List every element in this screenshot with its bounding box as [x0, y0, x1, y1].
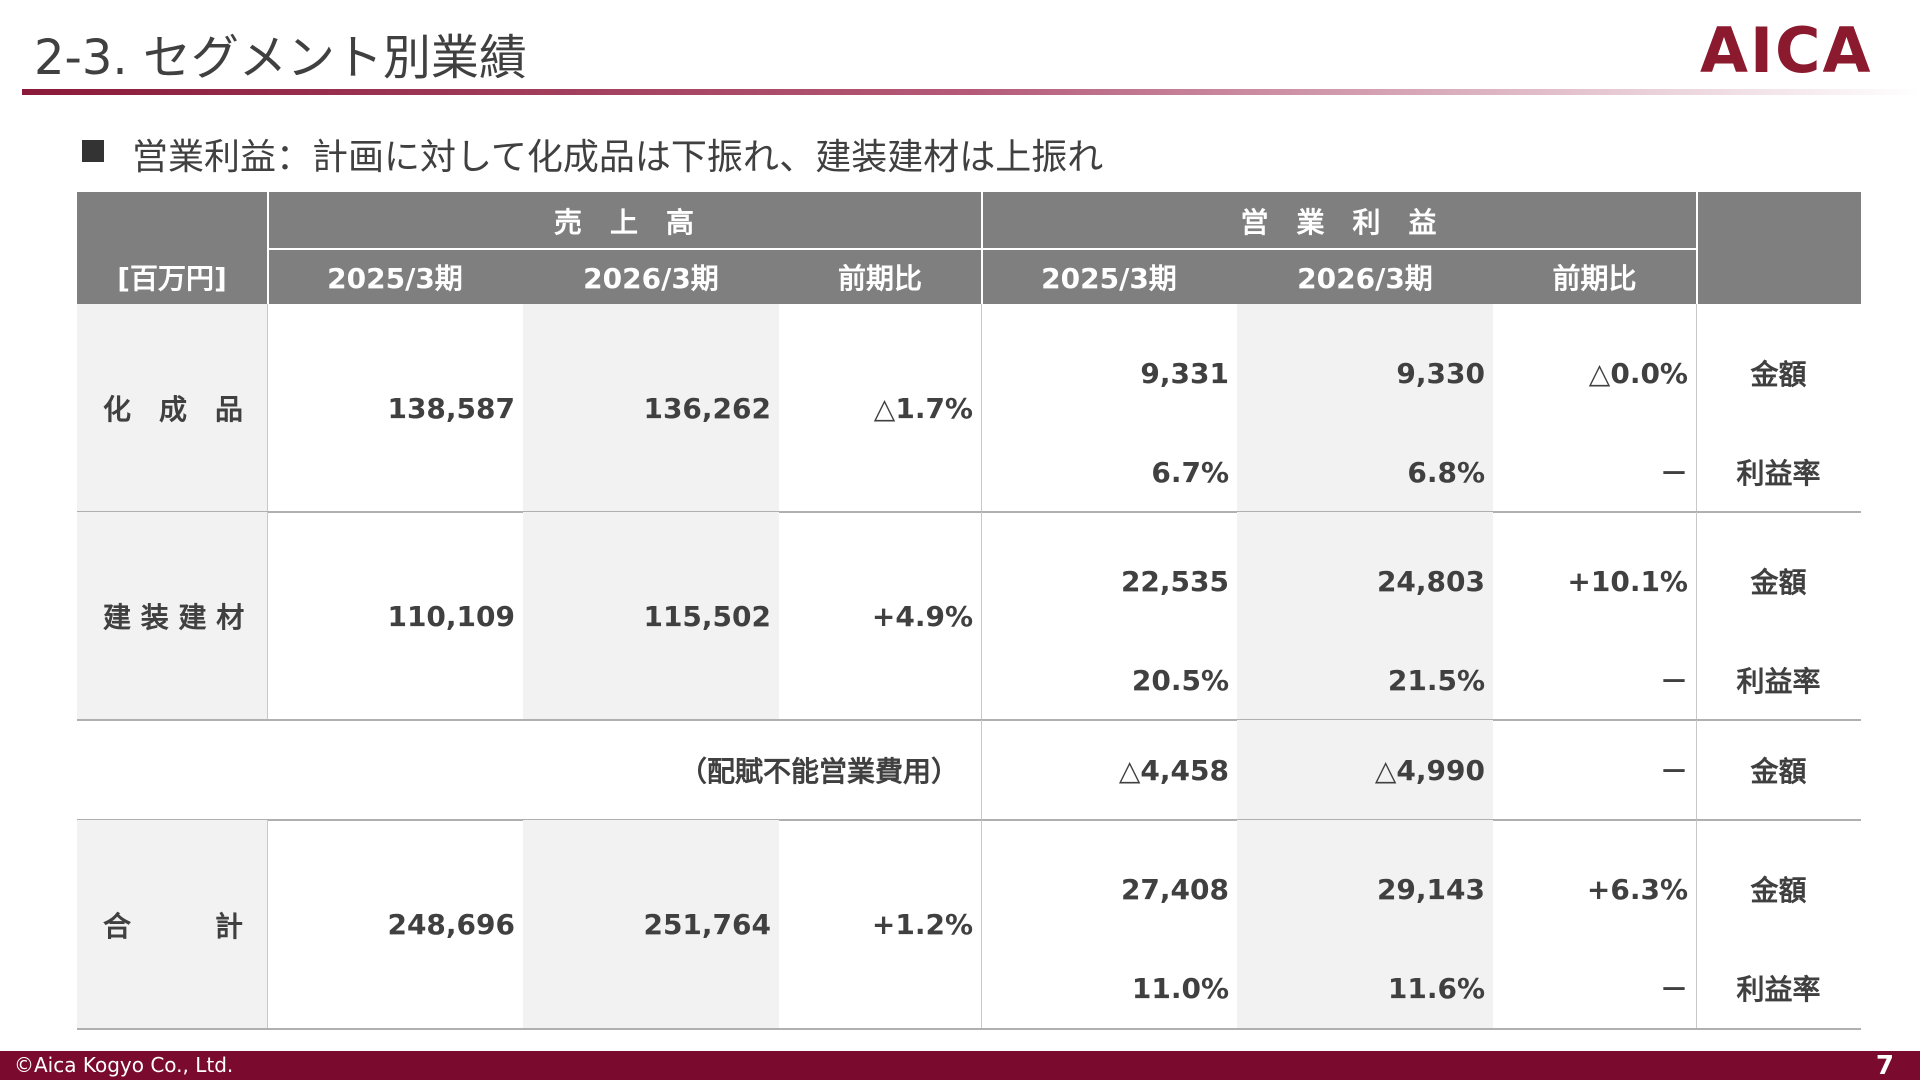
profit-cell: +6.3% — [1586, 872, 1688, 906]
profit-cell: 29,143 — [1376, 872, 1485, 906]
label-bg — [77, 304, 267, 512]
margin-cell: 11.6% — [1387, 971, 1485, 1005]
sales-cell: +4.9% — [871, 599, 973, 633]
row-kind: 金額 — [1750, 874, 1807, 907]
sales-cell: 251,764 — [643, 908, 771, 941]
label-bg — [77, 512, 267, 720]
row-rule — [77, 511, 1861, 513]
col-divider — [1696, 720, 1697, 820]
row-label: 建 装 建 材 — [103, 601, 245, 634]
col-divider — [1696, 512, 1697, 720]
col-divider — [981, 720, 982, 820]
logo: AICA — [1700, 14, 1873, 87]
margin-cell: 20.5% — [1131, 663, 1229, 697]
sales-cell: 138,587 — [387, 391, 515, 425]
col-shade — [523, 820, 779, 1029]
row-kind: 利益率 — [1736, 973, 1821, 1006]
sales-cell: 115,502 — [643, 599, 771, 633]
margin-cell: 21.5% — [1387, 663, 1485, 697]
margin-cell: 6.7% — [1151, 455, 1229, 489]
col-shade — [1237, 512, 1493, 720]
profit-cell: △4,458 — [1118, 753, 1229, 787]
column-header: 2026/3期 — [583, 261, 719, 295]
page-number: 7 — [1875, 1051, 1894, 1081]
col-shade — [1237, 720, 1493, 820]
col-divider — [981, 512, 982, 720]
row-kind: 利益率 — [1736, 457, 1821, 490]
group-header: 営 業 利 益 — [1240, 205, 1437, 239]
row-kind: 金額 — [1750, 358, 1807, 391]
profit-cell: 24,803 — [1376, 564, 1485, 598]
bullet — [82, 140, 104, 162]
title: 2-3. セグメント別業績 — [34, 30, 527, 86]
col-shade — [1237, 304, 1493, 512]
unit-label: [百万円] — [117, 261, 227, 295]
row-rule — [77, 719, 1861, 721]
footer-bar: ©Aica Kogyo Co., Ltd. 7 — [0, 1051, 1920, 1081]
profit-cell: 9,331 — [1140, 356, 1229, 390]
col-divider — [981, 820, 982, 1029]
profit-cell: － — [1659, 755, 1688, 788]
row-kind: 金額 — [1750, 755, 1807, 788]
column-header: 前期比 — [837, 261, 922, 295]
profit-cell: △0.0% — [1588, 356, 1688, 390]
column-header: 2025/3期 — [1041, 261, 1177, 295]
sales-cell: 110,109 — [387, 599, 515, 633]
subtitle: 営業利益：計画に対して化成品は下振れ、建装建材は上振れ — [132, 137, 1104, 178]
col-shade — [523, 512, 779, 720]
margin-cell: 6.8% — [1407, 455, 1485, 489]
col-divider — [267, 512, 268, 720]
margin-cell: 11.0% — [1131, 971, 1229, 1005]
col-divider — [267, 820, 268, 1029]
header-divider — [1696, 192, 1698, 304]
col-divider — [267, 304, 268, 512]
profit-cell: 9,330 — [1396, 356, 1485, 390]
row-rule — [77, 1028, 1861, 1030]
col-divider — [1696, 304, 1697, 512]
column-header: 2026/3期 — [1297, 261, 1433, 295]
row-kind: 利益率 — [1736, 665, 1821, 698]
margin-cell: － — [1659, 973, 1688, 1006]
row-label: 化 成 品 — [103, 393, 244, 426]
profit-cell: +10.1% — [1567, 564, 1688, 598]
group-header: 売 上 高 — [553, 205, 694, 239]
header-divider — [981, 192, 983, 304]
header-divider — [267, 192, 269, 304]
sales-cell: +1.2% — [871, 908, 973, 941]
label-bg — [77, 820, 267, 1029]
col-divider — [1696, 820, 1697, 1029]
row-rule — [77, 819, 1861, 821]
sales-cell: 136,262 — [643, 391, 771, 425]
profit-cell: △4,990 — [1374, 753, 1485, 787]
title-rule — [22, 89, 1920, 95]
profit-cell: 27,408 — [1120, 872, 1229, 906]
margin-cell: － — [1659, 665, 1688, 698]
row-label: 合 計 — [103, 909, 244, 943]
sales-cell: 248,696 — [387, 908, 515, 941]
profit-cell: 22,535 — [1120, 564, 1229, 598]
row-kind: 金額 — [1750, 566, 1807, 599]
table: [百万円] 売 上 高 営 業 利 益 2025/3期 2026/3期 前期比 2025/3… — [77, 192, 1861, 1030]
copyright: ©Aica Kogyo Co., Ltd. — [14, 1053, 234, 1077]
margin-cell: － — [1659, 457, 1688, 490]
row-label: （配賦不能営業費用） — [678, 755, 959, 788]
col-divider — [981, 304, 982, 512]
col-shade — [1237, 820, 1493, 1029]
col-shade — [523, 304, 779, 512]
column-header: 2025/3期 — [327, 261, 463, 295]
column-header: 前期比 — [1552, 261, 1637, 295]
sales-cell: △1.7% — [873, 391, 973, 425]
